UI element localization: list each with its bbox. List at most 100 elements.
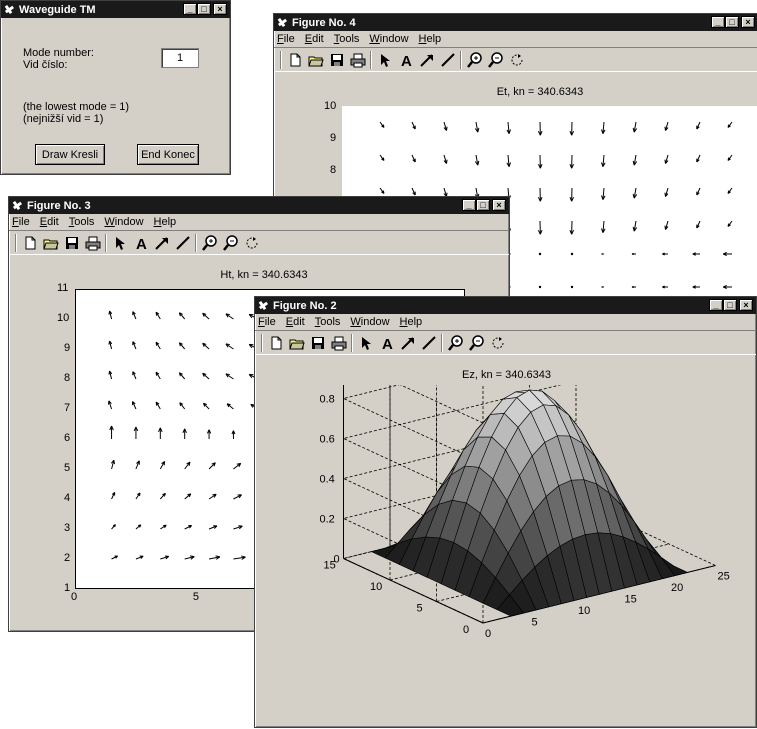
text-icon: A bbox=[398, 52, 414, 68]
figure2-title: Figure No. 2 bbox=[273, 300, 337, 312]
minimize-button[interactable]: _ bbox=[462, 199, 476, 211]
waveguide-titlebar[interactable]: Waveguide TM _ □ × bbox=[1, 1, 230, 18]
xtick: 0 bbox=[485, 628, 491, 640]
zoom-out-tool[interactable] bbox=[222, 234, 240, 252]
ztick: 0.4 bbox=[320, 474, 335, 486]
ytick: 10 bbox=[324, 100, 336, 112]
pointer-tool[interactable] bbox=[111, 234, 129, 252]
arrow-icon bbox=[419, 52, 435, 68]
arrow-tool[interactable] bbox=[418, 51, 436, 69]
print-tool[interactable] bbox=[330, 334, 348, 352]
close-button[interactable]: × bbox=[741, 16, 755, 28]
pointer-tool[interactable] bbox=[357, 334, 375, 352]
new-file-icon bbox=[287, 52, 303, 68]
toolbar-separator bbox=[351, 334, 353, 352]
open-folder-tool[interactable] bbox=[288, 334, 306, 352]
menu-window[interactable]: Window bbox=[350, 316, 389, 328]
save-tool[interactable] bbox=[328, 51, 346, 69]
open-folder-tool[interactable] bbox=[307, 51, 325, 69]
new-file-icon bbox=[268, 335, 284, 351]
maximize-button[interactable]: □ bbox=[476, 199, 490, 211]
open-folder-tool[interactable] bbox=[42, 234, 60, 252]
zoom-in-tool[interactable] bbox=[201, 234, 219, 252]
new-file-tool[interactable] bbox=[286, 51, 304, 69]
menu-help[interactable]: Help bbox=[400, 316, 423, 328]
line-icon bbox=[421, 335, 437, 351]
menu-window[interactable]: Window bbox=[369, 33, 408, 45]
matlab-icon bbox=[12, 200, 23, 211]
rotate-tool[interactable] bbox=[489, 334, 507, 352]
menu-help[interactable]: Help bbox=[419, 33, 442, 45]
menu-file[interactable]: File bbox=[12, 216, 30, 228]
close-button[interactable]: × bbox=[739, 299, 753, 311]
line-tool[interactable] bbox=[439, 51, 457, 69]
figure3-toolbar: A bbox=[9, 230, 509, 255]
new-file-tool[interactable] bbox=[21, 234, 39, 252]
zoom-in-icon bbox=[467, 52, 483, 68]
maximize-button[interactable]: □ bbox=[197, 3, 211, 15]
line-icon bbox=[175, 235, 191, 251]
rotate-tool[interactable] bbox=[508, 51, 526, 69]
save-tool[interactable] bbox=[309, 334, 327, 352]
print-tool[interactable] bbox=[349, 51, 367, 69]
figure4-titlebar[interactable]: Figure No. 4 _ □ × bbox=[274, 14, 757, 31]
close-button[interactable]: × bbox=[492, 199, 506, 211]
zoom-out-tool[interactable] bbox=[487, 51, 505, 69]
pointer-icon bbox=[377, 52, 393, 68]
menu-edit[interactable]: Edit bbox=[40, 216, 59, 228]
toolbar-separator bbox=[370, 51, 372, 69]
mode-number-input[interactable]: 1 bbox=[161, 48, 199, 68]
menu-tools[interactable]: Tools bbox=[334, 33, 360, 45]
maximize-button[interactable]: □ bbox=[725, 16, 739, 28]
xtick: 20 bbox=[671, 582, 683, 594]
line-tool[interactable] bbox=[420, 334, 438, 352]
line-tool[interactable] bbox=[174, 234, 192, 252]
mode-label-cz: Vid číslo: bbox=[23, 59, 67, 71]
minimize-button[interactable]: _ bbox=[709, 299, 723, 311]
zoom-in-tool[interactable] bbox=[447, 334, 465, 352]
save-tool[interactable] bbox=[63, 234, 81, 252]
menu-edit[interactable]: Edit bbox=[305, 33, 324, 45]
mode-label-en: Mode number: bbox=[23, 47, 94, 59]
figure2-titlebar[interactable]: Figure No. 2 _ □ × bbox=[255, 297, 756, 314]
text-tool[interactable]: A bbox=[378, 334, 396, 352]
menu-file[interactable]: File bbox=[258, 316, 276, 328]
text-tool[interactable]: A bbox=[132, 234, 150, 252]
new-file-tool[interactable] bbox=[267, 334, 285, 352]
zoom-in-tool[interactable] bbox=[466, 51, 484, 69]
quiver-arrow bbox=[539, 286, 541, 287]
maximize-button[interactable]: □ bbox=[723, 299, 737, 311]
menu-edit[interactable]: Edit bbox=[286, 316, 305, 328]
rotate-icon bbox=[490, 335, 506, 351]
arrow-tool[interactable] bbox=[153, 234, 171, 252]
ytick: 9 bbox=[330, 132, 336, 144]
menu-window[interactable]: Window bbox=[104, 216, 143, 228]
figure4-toolbar: A bbox=[274, 47, 757, 72]
arrow-tool[interactable] bbox=[399, 334, 417, 352]
menu-tools[interactable]: Tools bbox=[69, 216, 95, 228]
figure3-titlebar[interactable]: Figure No. 3 _ □ × bbox=[9, 197, 509, 214]
toolbar-separator bbox=[460, 51, 462, 69]
quiver-arrow bbox=[602, 254, 604, 255]
quiver-arrow bbox=[539, 253, 541, 254]
text-tool[interactable]: A bbox=[397, 51, 415, 69]
zoom-out-icon bbox=[469, 335, 485, 351]
zoom-out-tool[interactable] bbox=[468, 334, 486, 352]
menu-help[interactable]: Help bbox=[154, 216, 177, 228]
minimize-button[interactable]: _ bbox=[183, 3, 197, 15]
print-icon bbox=[85, 235, 101, 251]
end-button[interactable]: End Konec bbox=[137, 144, 199, 165]
figure3-menubar: File Edit Tools Window Help bbox=[9, 214, 509, 230]
figure4-menubar: File Edit Tools Window Help bbox=[274, 31, 757, 47]
menu-tools[interactable]: Tools bbox=[315, 316, 341, 328]
figure2-window: Figure No. 2 _ □ × File Edit Tools Windo… bbox=[254, 296, 757, 728]
menu-file[interactable]: File bbox=[277, 33, 295, 45]
close-button[interactable]: × bbox=[213, 3, 227, 15]
print-tool[interactable] bbox=[84, 234, 102, 252]
text-icon: A bbox=[133, 235, 149, 251]
minimize-button[interactable]: _ bbox=[711, 16, 725, 28]
draw-button[interactable]: Draw Kresli bbox=[35, 144, 105, 165]
ytick: 11 bbox=[57, 282, 68, 294]
rotate-tool[interactable] bbox=[243, 234, 261, 252]
pointer-tool[interactable] bbox=[376, 51, 394, 69]
